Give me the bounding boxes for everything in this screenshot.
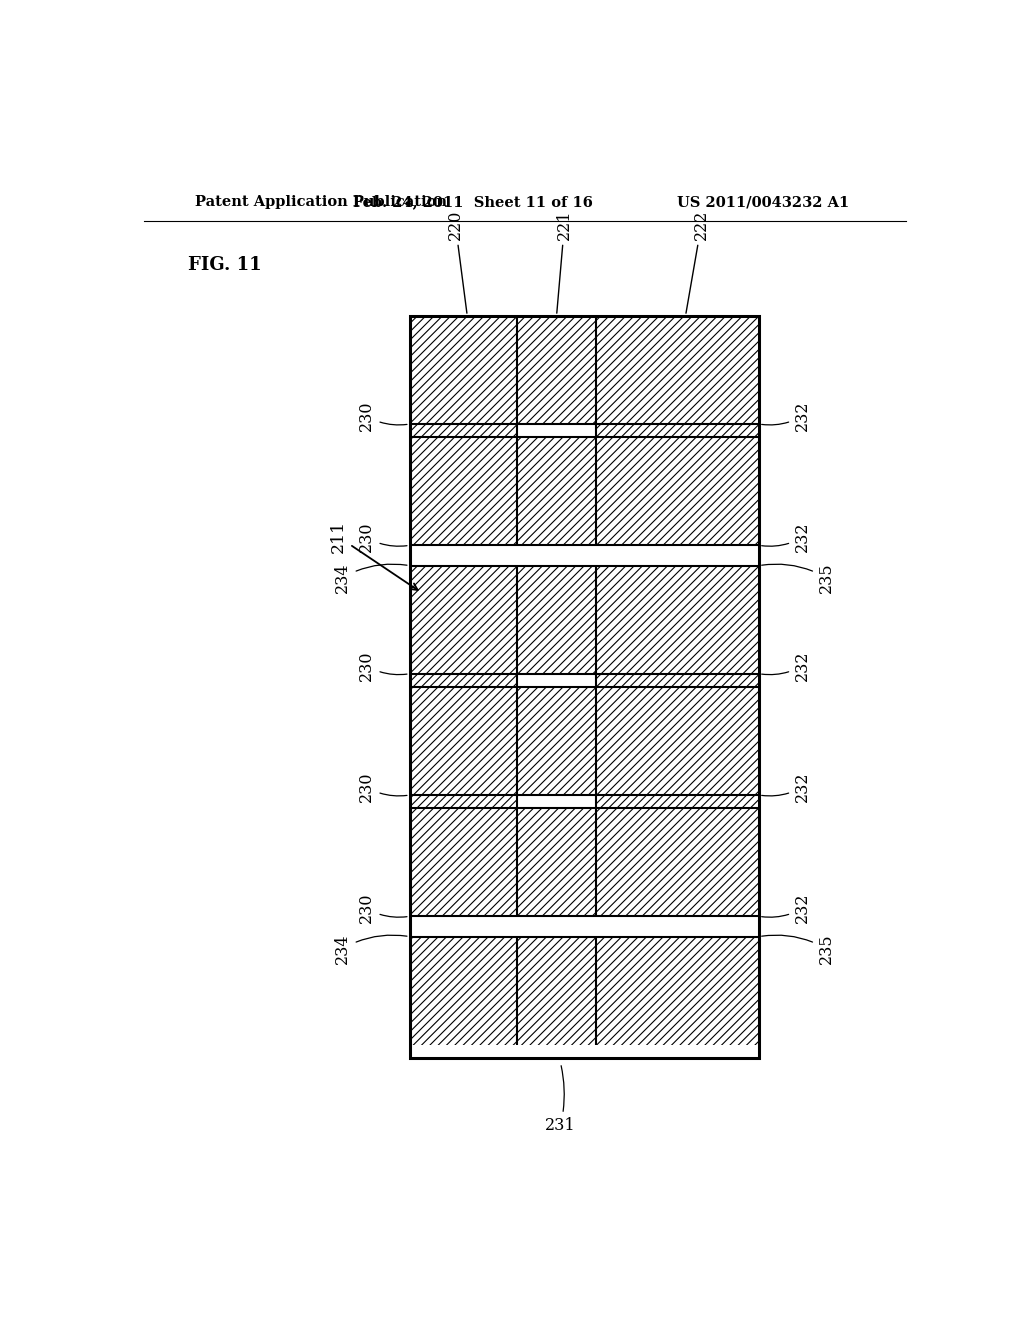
Bar bbox=[410, 315, 759, 1057]
Bar bbox=[410, 545, 759, 566]
Bar bbox=[517, 424, 596, 437]
Text: 230: 230 bbox=[357, 651, 407, 681]
Bar bbox=[410, 937, 517, 1044]
Text: 211: 211 bbox=[330, 520, 418, 590]
Bar bbox=[596, 437, 759, 545]
Text: US 2011/0043232 A1: US 2011/0043232 A1 bbox=[677, 195, 849, 209]
Text: Patent Application Publication: Patent Application Publication bbox=[196, 195, 447, 209]
Text: 231: 231 bbox=[545, 1065, 575, 1134]
Bar bbox=[517, 808, 596, 916]
Bar bbox=[410, 916, 759, 937]
Text: 235: 235 bbox=[762, 562, 835, 593]
Bar bbox=[517, 315, 596, 424]
Bar bbox=[596, 686, 759, 795]
Bar bbox=[596, 808, 759, 916]
Bar bbox=[517, 795, 596, 808]
Text: 232: 232 bbox=[762, 521, 811, 553]
Bar bbox=[517, 686, 596, 795]
Text: 222: 222 bbox=[686, 210, 710, 313]
Bar bbox=[410, 686, 517, 795]
Text: Feb. 24, 2011  Sheet 11 of 16: Feb. 24, 2011 Sheet 11 of 16 bbox=[353, 195, 593, 209]
Text: 232: 232 bbox=[762, 651, 811, 681]
Bar bbox=[596, 673, 759, 686]
Text: 230: 230 bbox=[357, 772, 407, 803]
Bar bbox=[596, 566, 759, 673]
Bar bbox=[596, 795, 759, 808]
Bar bbox=[517, 673, 596, 686]
Text: 232: 232 bbox=[762, 772, 811, 803]
Text: 235: 235 bbox=[762, 933, 835, 964]
Bar bbox=[410, 795, 517, 808]
Text: 234: 234 bbox=[334, 933, 407, 964]
Bar bbox=[410, 424, 517, 437]
Text: 234: 234 bbox=[334, 562, 407, 593]
Bar bbox=[410, 808, 517, 916]
Bar bbox=[596, 937, 759, 1044]
Bar bbox=[410, 566, 517, 673]
Bar bbox=[596, 424, 759, 437]
Bar bbox=[410, 673, 517, 686]
Text: 220: 220 bbox=[446, 210, 467, 313]
Text: 230: 230 bbox=[357, 521, 407, 553]
Text: 230: 230 bbox=[357, 892, 407, 924]
Text: 230: 230 bbox=[357, 401, 407, 432]
Bar bbox=[517, 937, 596, 1044]
Bar bbox=[410, 315, 759, 1057]
Bar bbox=[596, 315, 759, 424]
Bar bbox=[410, 437, 517, 545]
Bar bbox=[517, 437, 596, 545]
Text: FIG. 11: FIG. 11 bbox=[187, 256, 261, 275]
Bar bbox=[517, 566, 596, 673]
Text: 221: 221 bbox=[556, 209, 573, 313]
Bar bbox=[410, 315, 517, 424]
Text: 232: 232 bbox=[762, 892, 811, 924]
Text: 232: 232 bbox=[762, 401, 811, 432]
